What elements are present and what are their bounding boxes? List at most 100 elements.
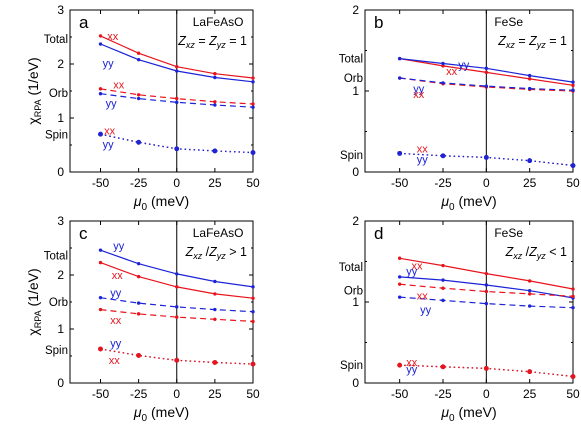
panel-a: -50 -25 0 25 50 0 1 2 3 Total Orb Spin xx yy xx yy xx yy a…	[25, 3, 260, 213]
x-tick-label: 25	[208, 176, 222, 190]
series-orb-xx-line	[399, 283, 574, 297]
x-tick-label: 50	[566, 176, 580, 190]
x-tick-label: -25	[130, 176, 148, 190]
curve-label-xx: xx	[413, 89, 425, 101]
data-point	[175, 100, 179, 105]
data-point	[570, 163, 576, 168]
x-axis-unit: (meV)	[147, 193, 189, 209]
data-point	[397, 362, 403, 368]
y-tick-label: 2	[352, 214, 359, 228]
x-tick-label: 0	[483, 387, 490, 401]
panel-c: -50 -25 0 25 50 0 1 2 3 Total Orb Spin yy xx yy xx yy xx c…	[25, 214, 260, 424]
condition-z: Z	[497, 34, 506, 48]
curve-label-xx: xx	[417, 291, 429, 303]
y-axis-label: χRPA (1/eV)	[25, 57, 43, 124]
x-axis-unit: (meV)	[455, 193, 497, 209]
condition-z: Z	[177, 34, 186, 48]
data-point	[397, 295, 402, 299]
data-point	[250, 150, 256, 155]
group-label-orb: Orb	[344, 286, 363, 298]
curve-label-xx: xx	[110, 315, 122, 327]
condition-op: /	[202, 245, 209, 259]
x-tick-label: 25	[523, 387, 537, 401]
data-point	[484, 271, 489, 276]
group-label-orb: Orb	[49, 297, 68, 309]
data-point	[441, 81, 445, 85]
data-point	[571, 294, 575, 299]
data-point	[484, 84, 489, 88]
data-point	[571, 88, 575, 92]
condition-label: Zxz /Zyz > 1	[185, 245, 247, 261]
x-axis-symbol: μ	[440, 404, 449, 420]
x-tick-label: -50	[92, 176, 110, 190]
data-point	[212, 360, 218, 365]
condition-label: Zxz = Zyz = 1	[497, 34, 567, 50]
condition-z: Z	[185, 245, 194, 259]
x-axis-label: μ0 (meV)	[133, 404, 189, 424]
series-orb-xx-line	[399, 77, 574, 92]
data-point	[484, 66, 489, 71]
data-point	[527, 279, 532, 283]
group-label-orb: Orb	[344, 73, 363, 85]
data-point	[251, 105, 255, 109]
data-point	[98, 248, 103, 252]
x-axis-sub: 0	[449, 202, 455, 213]
data-point	[397, 76, 402, 80]
x-tick-label: -50	[391, 387, 409, 401]
condition-label: Zxz /Zyz < 1	[505, 245, 567, 261]
panel-letter: b	[374, 13, 383, 32]
data-point	[484, 289, 489, 294]
data-point	[527, 158, 533, 164]
panel-letter: d	[374, 224, 383, 243]
x-tick-label: 25	[208, 387, 222, 401]
data-point	[484, 70, 489, 75]
data-point	[397, 56, 402, 61]
data-point	[98, 92, 103, 96]
y-axis-unit: (1/eV)	[25, 57, 41, 99]
x-tick-label: -25	[434, 176, 452, 190]
data-point	[527, 369, 533, 375]
data-point	[213, 75, 217, 80]
data-point	[136, 96, 141, 101]
data-point	[98, 131, 103, 137]
condition-z: Z	[528, 34, 537, 48]
data-point	[136, 261, 141, 266]
curve-label-xx: xx	[446, 66, 458, 78]
panel-letter: c	[79, 224, 88, 243]
data-point	[527, 77, 532, 81]
data-point	[441, 263, 445, 268]
data-point	[213, 317, 217, 321]
data-point	[397, 150, 403, 156]
condition-op: /	[522, 245, 529, 259]
x-axis-symbol: μ	[133, 404, 142, 420]
series-orb-xx-line	[100, 88, 254, 105]
condition-tail: < 1	[546, 245, 567, 259]
y-axis-sub: RPA	[33, 99, 43, 117]
data-point	[571, 287, 575, 291]
condition-sub: yz	[216, 251, 227, 261]
plot-frame	[364, 9, 574, 173]
data-point	[251, 76, 255, 80]
condition-z: Z	[505, 245, 514, 259]
curve-label-yy: yy	[103, 58, 115, 70]
data-point	[440, 364, 446, 370]
data-point	[136, 274, 141, 279]
data-point	[175, 96, 179, 101]
y-tick-label: 1	[352, 295, 359, 309]
x-tick-label: -25	[130, 387, 148, 401]
curve-label-yy: yy	[420, 304, 432, 316]
data-point	[397, 282, 402, 286]
data-point	[213, 292, 217, 296]
data-point	[483, 155, 489, 160]
data-point	[136, 312, 141, 316]
data-point	[213, 279, 217, 284]
data-point	[251, 80, 255, 84]
y-axis-symbol: χ	[25, 117, 41, 125]
panel-letter: a	[79, 13, 89, 32]
data-point	[484, 301, 489, 306]
condition-z: Z	[528, 245, 537, 259]
x-tick-label: 50	[246, 387, 260, 401]
curve-label-yy: yy	[103, 139, 115, 151]
data-point	[571, 83, 575, 88]
